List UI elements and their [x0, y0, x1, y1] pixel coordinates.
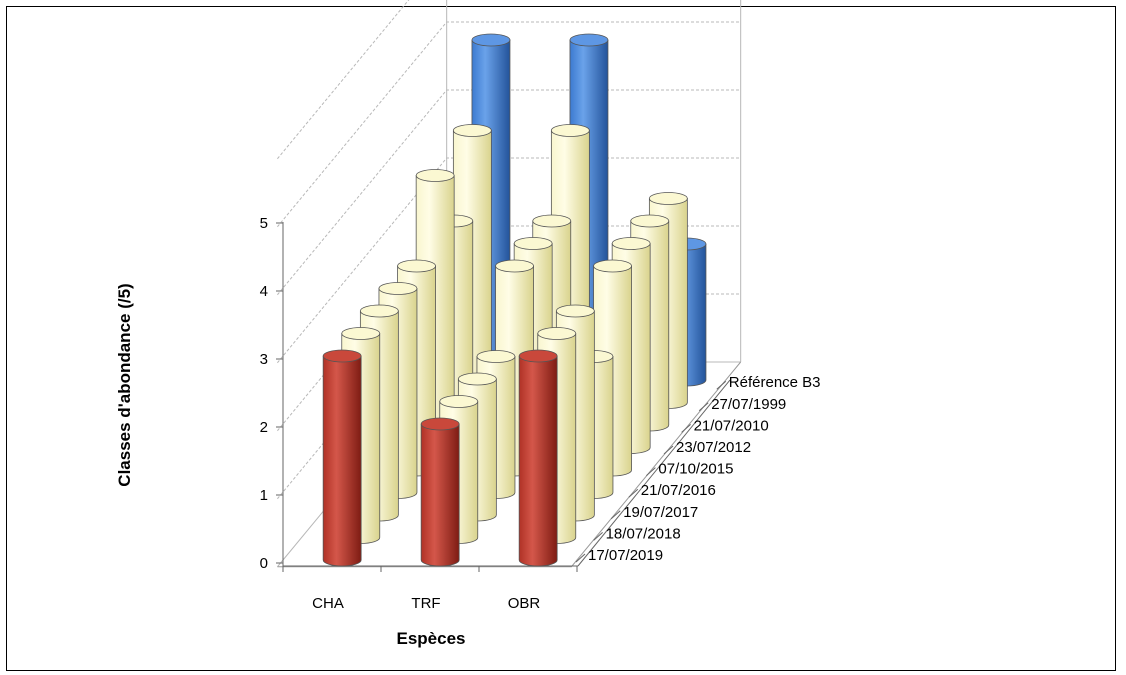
cylinder-top: [513, 237, 553, 250]
cylinder-top: [630, 214, 670, 228]
cylinder-top: [420, 417, 460, 431]
cylinder-OBR-8: [518, 349, 558, 567]
cylinder-top: [378, 282, 418, 295]
cylinder-body: [420, 423, 460, 567]
series-label: 07/10/2015: [658, 461, 733, 478]
series-label: 18/07/2018: [606, 525, 681, 542]
series-label: Référence B3: [729, 374, 821, 391]
y-tick-label: 1: [260, 487, 268, 504]
series-label: 17/07/2019: [588, 547, 663, 564]
depth-axis-tick: [593, 532, 603, 541]
series-label: 21/07/2016: [641, 482, 716, 499]
cylinder-top: [415, 169, 455, 182]
cylinder-top: [322, 349, 362, 363]
depth-axis-tick: [646, 467, 656, 476]
depth-axis-line: [577, 379, 731, 567]
cylinder-top: [457, 372, 497, 386]
depth-axis-tick: [716, 380, 727, 390]
cylinder-top: [537, 327, 577, 340]
cylinder-body: [322, 355, 362, 567]
series-label: 27/07/1999: [711, 396, 786, 413]
cylinder-top: [518, 349, 558, 363]
cylinder-CHA-8: [322, 349, 362, 567]
y-tick-label: 0: [260, 555, 268, 572]
depth-axis-tick: [575, 553, 586, 563]
cylinder-top: [532, 214, 572, 228]
cylinder-top: [550, 124, 590, 137]
y-tick-label: 4: [260, 283, 268, 300]
axes: [276, 222, 742, 572]
y-tick-label: 3: [260, 351, 268, 368]
x-tick-label: OBR: [508, 595, 541, 612]
cylinders: [322, 33, 707, 567]
cylinder-top: [593, 259, 632, 273]
cylinder-top: [341, 327, 381, 340]
cylinder-top: [397, 259, 436, 273]
cylinder-top: [471, 33, 511, 47]
series-label: 23/07/2012: [676, 439, 751, 456]
y-tick-label: 2: [260, 419, 268, 436]
x-tick-label: CHA: [312, 595, 344, 612]
cylinder-body: [518, 355, 558, 567]
series-label: 21/07/2010: [694, 417, 769, 434]
cylinder-top: [611, 237, 651, 250]
depth-axis-tick: [628, 488, 639, 498]
x-tick-label: TRF: [411, 595, 440, 612]
y-axis-title: Classes d'abondance (/5): [115, 283, 134, 486]
y-tick-label: 5: [260, 215, 268, 232]
cylinder-top: [555, 304, 595, 318]
cylinder-top: [439, 395, 479, 408]
cylinder-top: [359, 304, 399, 318]
cylinder-top: [476, 350, 516, 363]
depth-axis-tick: [698, 402, 709, 412]
x-axis-title: Espèces: [397, 629, 466, 648]
cylinder-top: [495, 259, 534, 273]
cylinder-top: [648, 192, 688, 205]
cylinder-top: [452, 124, 492, 137]
depth-axis-tick: [663, 445, 674, 455]
series-label: 19/07/2017: [623, 504, 698, 521]
depth-axis-tick: [610, 510, 621, 520]
cylinder-TRF-8: [420, 417, 460, 567]
depth-axis-tick: [681, 424, 691, 433]
cylinder-top: [569, 33, 609, 47]
labels: 0 1 2 3 4 5 CHA TRF OBR Référence B3 27/07/1999 21/…: [260, 215, 821, 612]
